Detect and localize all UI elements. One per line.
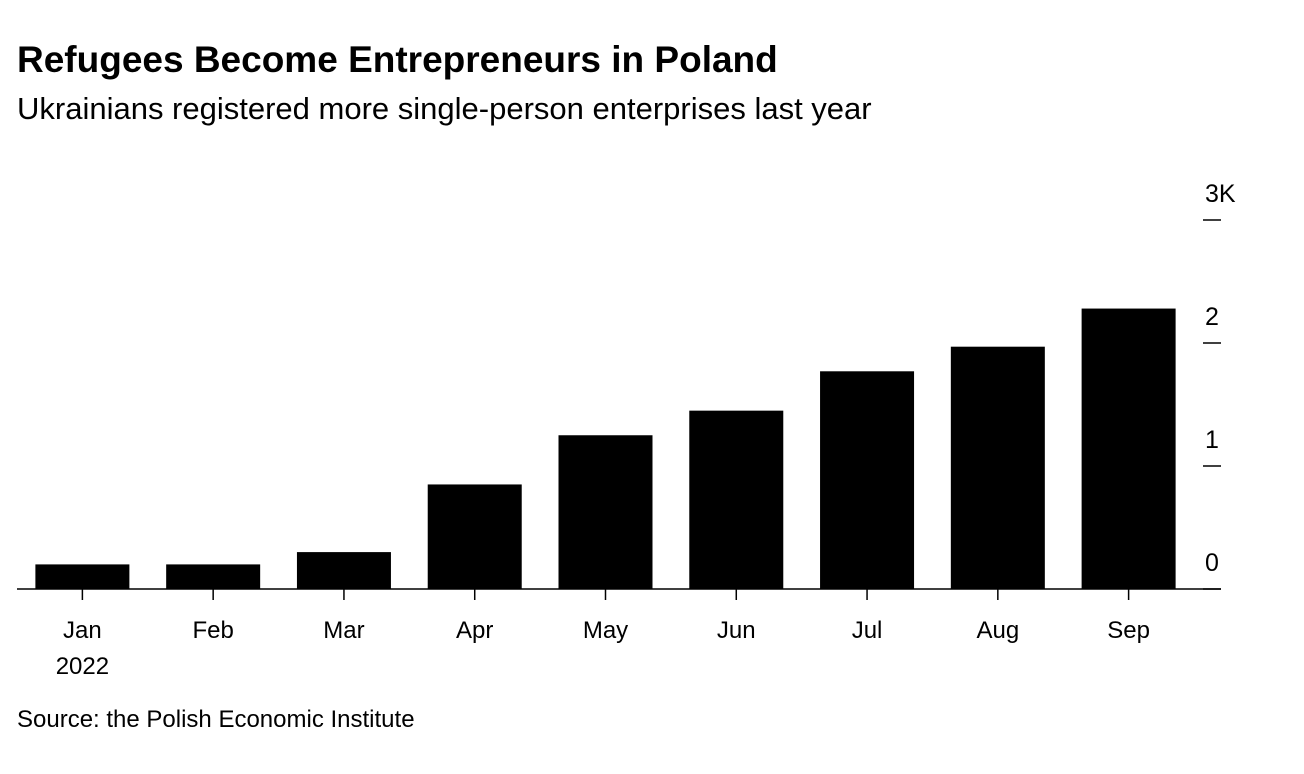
bar bbox=[35, 564, 130, 589]
bar bbox=[1081, 308, 1176, 589]
x-tick-label: Sep bbox=[1107, 617, 1150, 644]
bar bbox=[296, 552, 391, 589]
bar bbox=[427, 484, 522, 589]
x-tick-label: May bbox=[583, 617, 628, 644]
source: Source: the Polish Economic Institute bbox=[17, 706, 415, 733]
bar bbox=[950, 346, 1045, 589]
x-tick-label: Mar bbox=[323, 617, 364, 644]
y-tick-label: 3K bbox=[1205, 180, 1236, 208]
chart-title: Refugees Become Entrepreneurs in Poland bbox=[17, 39, 778, 80]
x-tick-label: Aug bbox=[976, 617, 1019, 644]
x-tick-sublabel: 2022 bbox=[56, 653, 109, 680]
y-tick-label: 2 bbox=[1205, 303, 1219, 331]
y-tick-label: 1 bbox=[1205, 426, 1219, 454]
x-tick-label: Apr bbox=[456, 617, 493, 644]
x-tick-label: Jul bbox=[852, 617, 883, 644]
bar bbox=[166, 564, 261, 589]
bar bbox=[820, 371, 915, 589]
chart-subtitle: Ukrainians registered more single-person… bbox=[17, 91, 872, 126]
bar bbox=[689, 410, 784, 589]
x-tick-label: Jun bbox=[717, 617, 756, 644]
x-tick-label: Jan bbox=[63, 617, 102, 644]
y-tick-label: 0 bbox=[1205, 549, 1219, 577]
bar bbox=[558, 435, 653, 589]
x-tick-label: Feb bbox=[192, 617, 233, 644]
